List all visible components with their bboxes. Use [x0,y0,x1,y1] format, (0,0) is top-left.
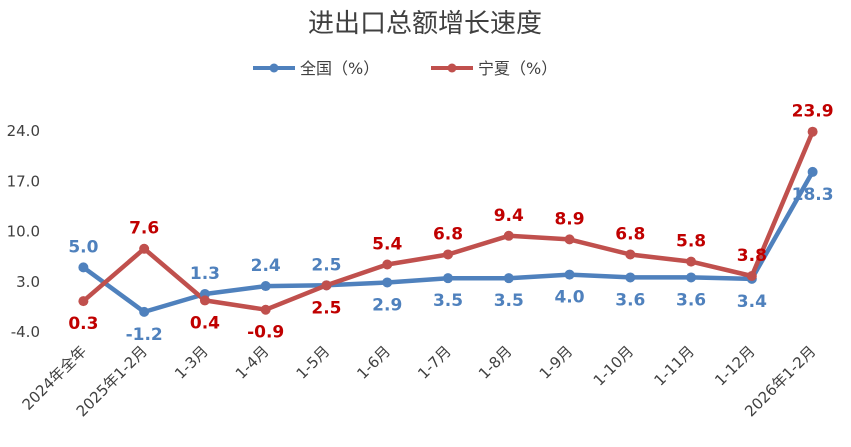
data-label-ningxia: 0.3 [68,314,98,334]
point-ningxia [503,230,514,241]
data-label-national: 5.0 [68,237,98,257]
legend-marker-national [269,63,279,73]
x-tick-label: 1-10月 [590,342,637,389]
x-tick-label: 1-8月 [475,342,516,383]
data-label-ningxia: 2.5 [311,298,341,318]
y-tick-label: 17.0 [7,172,40,190]
data-label-national: 3.6 [615,290,645,310]
point-ningxia [746,271,757,282]
data-label-ningxia: -0.9 [247,323,284,343]
point-national [443,273,453,284]
y-tick-label: 10.0 [7,223,40,241]
x-tick-label: 1-9月 [536,342,577,383]
data-label-ningxia: 9.4 [494,206,524,226]
x-tick-label: 1-5月 [293,342,334,383]
data-label-national: 3.5 [433,291,463,311]
series-layer [78,126,818,317]
data-label-ningxia: 23.9 [792,102,834,122]
y-tick-label: 24.0 [7,122,40,140]
point-ningxia [78,296,89,307]
point-ningxia [260,304,271,315]
y-tick-label: -4.0 [11,323,40,341]
data-label-ningxia: 5.4 [372,235,402,255]
point-ningxia [199,295,210,306]
data-label-ningxia: 5.8 [676,232,706,252]
point-ningxia [625,249,636,260]
legend-item-national: 全国（%） [253,59,379,78]
data-label-national: -1.2 [126,325,163,345]
data-label-national: 18.3 [792,185,834,205]
x-tick-label: 1-4月 [232,342,273,383]
data-label-national: 2.9 [372,295,402,315]
point-national [503,273,514,284]
data-label-ningxia: 7.6 [129,219,159,239]
data-label-national: 3.6 [676,290,706,310]
data-label-national: 3.5 [494,291,524,311]
y-axis: 24.0 17.0 10.0 3.0 -4.0 [7,122,40,341]
point-national [564,269,575,280]
point-national [625,272,636,283]
y-tick-label: 3.0 [16,273,40,291]
point-national [78,262,89,273]
legend-item-ningxia: 宁夏（%） [431,59,557,78]
data-label-ningxia: 0.4 [190,313,220,333]
x-tick-label: 1-12月 [711,342,758,389]
data-label-national: 1.3 [190,264,220,284]
legend-label-national: 全国（%） [300,59,379,78]
legend-label-ningxia: 宁夏（%） [478,59,557,78]
data-label-national: 2.5 [311,255,341,275]
point-ningxia [139,243,150,254]
data-label-national: 4.0 [554,288,584,308]
data-label-national: 2.4 [251,256,281,276]
point-national [807,166,818,177]
data-label-ningxia: 6.8 [433,224,463,244]
point-ningxia [686,256,697,267]
point-national [686,272,697,283]
x-tick-label: 1-7月 [414,342,455,383]
x-tick-label: 1-6月 [353,342,394,383]
point-ningxia [807,126,818,137]
data-label-national: 3.4 [737,292,767,312]
point-ningxia [564,234,575,245]
chart-title: 进出口总额增长速度 [308,9,542,39]
point-ningxia [382,259,393,270]
point-ningxia [321,280,332,291]
point-national [260,281,271,292]
x-tick-label: 1-11月 [650,342,697,389]
point-ningxia [443,249,453,260]
point-national [382,277,393,288]
data-label-ningxia: 3.8 [737,246,767,266]
data-label-ningxia: 6.8 [615,224,645,244]
data-labels-layer: 5.0 -1.2 1.3 2.4 2.5 2.9 3.5 3.5 4.0 3.6 3.6 3.4 18.… [68,102,833,345]
legend: 全国（%） 宁夏（%） [253,59,557,78]
data-label-ningxia: 8.9 [554,209,584,229]
x-tick-label: 1-3月 [171,342,212,383]
legend-marker-ningxia [447,63,457,73]
point-national [139,306,150,317]
